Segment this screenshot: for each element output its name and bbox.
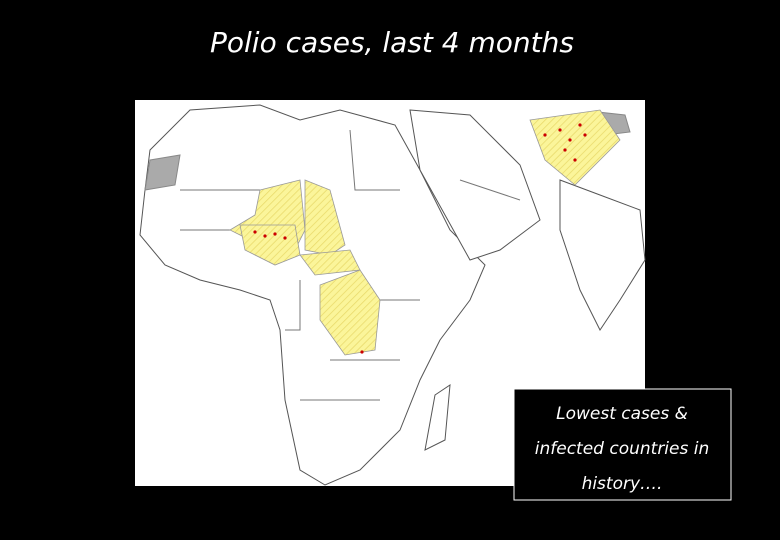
callout-line: history….	[582, 474, 663, 494]
callout: Lowest cases & infected countries in his…	[513, 388, 732, 501]
nigeria	[239, 224, 301, 266]
madagascar	[424, 384, 451, 451]
chad	[304, 179, 346, 256]
callout-line: infected countries in	[535, 439, 710, 459]
slide-title: Polio cases, last 4 months	[210, 26, 574, 59]
callout-box	[513, 388, 732, 501]
afghanistan-pakistan	[529, 109, 621, 186]
western-sahara	[144, 154, 181, 191]
africa	[139, 104, 486, 486]
drc	[319, 269, 381, 356]
borders	[180, 129, 521, 401]
callout-line: Lowest cases &	[556, 404, 688, 424]
india	[559, 179, 646, 331]
map	[135, 100, 646, 486]
case-dots	[253, 123, 587, 354]
